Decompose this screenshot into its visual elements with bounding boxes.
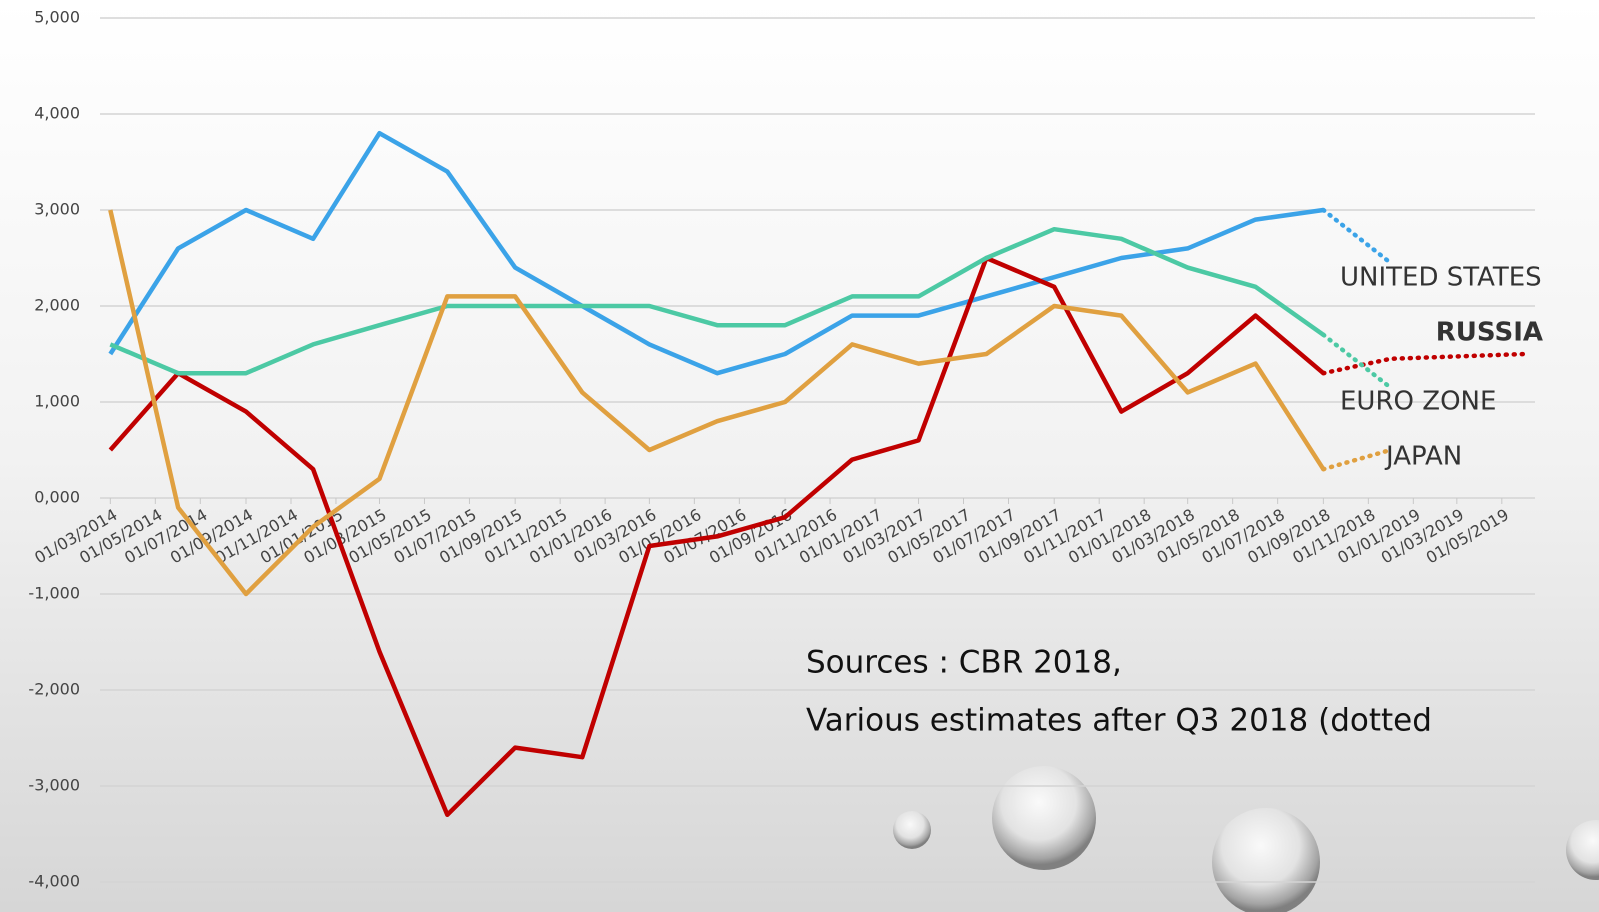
series-line	[108, 255, 1325, 818]
source-note: Various estimates after Q3 2018 (dotted	[806, 703, 1432, 739]
estimate-line	[1321, 332, 1393, 390]
y-tick-label: 3,000	[34, 200, 80, 219]
y-tick-label: 1,000	[34, 392, 80, 411]
y-tick-label: -1,000	[28, 584, 80, 603]
y-tick-label: 0,000	[34, 488, 80, 507]
decoration	[893, 766, 1599, 912]
y-tick-label: 2,000	[34, 296, 80, 315]
estimate-line	[1321, 207, 1393, 266]
estimate-line	[1321, 447, 1393, 472]
series-line	[108, 130, 1324, 376]
source-note: Sources : CBR 2018,	[806, 645, 1122, 681]
series-label: EURO ZONE	[1340, 387, 1496, 417]
y-tick-label: -4,000	[28, 872, 80, 891]
y-tick-label: -3,000	[28, 776, 80, 795]
series-label: JAPAN	[1384, 442, 1462, 472]
series-label: RUSSIA	[1436, 318, 1543, 348]
y-tick-label: -2,000	[28, 680, 80, 699]
series-line	[108, 209, 1326, 597]
estimate-line	[1321, 351, 1527, 376]
y-tick-label: 5,000	[34, 8, 80, 27]
series-label: UNITED STATES	[1340, 263, 1542, 293]
y-tick-label: 4,000	[34, 104, 80, 123]
series-line	[109, 226, 1325, 376]
